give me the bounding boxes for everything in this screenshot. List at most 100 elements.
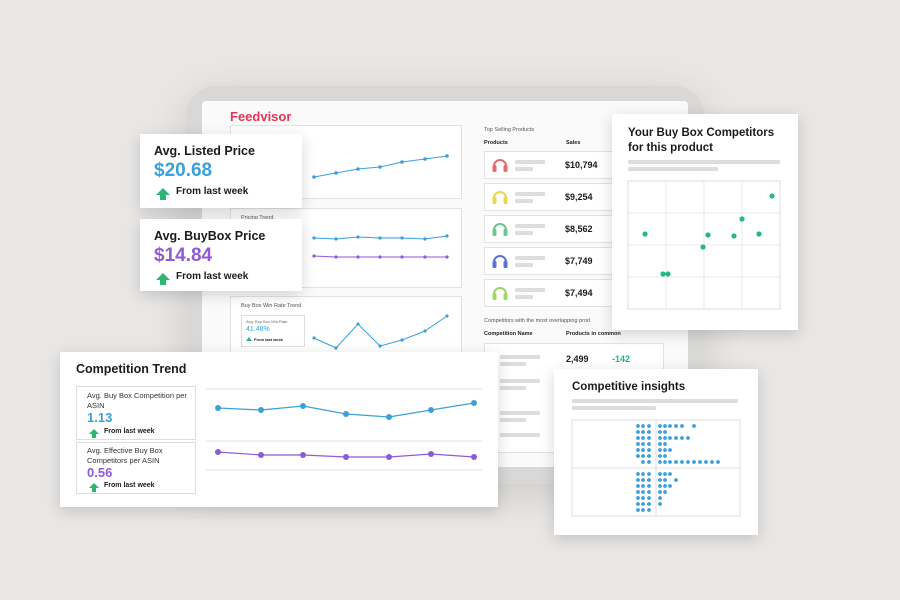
insight-dot [658,424,662,428]
col-sales: Sales [566,140,581,146]
competition-kpi-change: From last week [89,428,155,438]
listed-price-title: Avg. Listed Price [154,144,255,158]
insight-dot [641,496,645,500]
product-sales: $7,749 [565,256,593,266]
insight-dot [636,478,640,482]
listed-price-change: From last week [156,186,249,200]
insight-dot [636,442,640,446]
insight-dot [641,472,645,476]
placeholder-bar [515,199,533,203]
insight-dot [663,442,667,446]
product-sales: $8,562 [565,224,593,234]
insight-dot [663,472,667,476]
competition-kpi-label: Avg. Buy Box Competition per ASIN [87,391,187,410]
insight-dot [658,442,662,446]
insight-dot [647,430,651,434]
insight-dot [674,436,678,440]
insight-dot [636,430,640,434]
product-row[interactable]: $7,494 [484,279,616,307]
insight-dot [692,424,696,428]
insight-dot [663,484,667,488]
insight-dot [668,448,672,452]
insight-dot [668,484,672,488]
product-row[interactable]: $8,562 [484,215,616,243]
insight-dot [636,454,640,458]
mini-kpi-value: 41.48% [246,326,270,333]
listed-price-foot: From last week [176,186,249,197]
up-arrow-icon [89,429,99,438]
insight-dot [636,436,640,440]
insight-dot [686,436,690,440]
col-competition-name: Competition Name [484,331,533,337]
effective-kpi-change: From last week [89,482,155,492]
insight-dot [680,424,684,428]
buybox-trend-label: Buy Box Win Rate Trend [241,303,302,309]
insight-dot [636,424,640,428]
insight-dot [647,496,651,500]
product-sales: $9,254 [565,192,593,202]
placeholder-bar [500,411,540,415]
insight-dot [658,436,662,440]
insight-dot [663,490,667,494]
insight-dot [668,436,672,440]
effective-competitors-kpi-card: Avg. Effective Buy Box Competitors per A… [76,442,196,494]
mini-up-arrow-icon [246,337,252,341]
insight-dot [636,508,640,512]
insight-dot [663,454,667,458]
insight-dot [680,436,684,440]
mini-kpi-card: Avg. Buy Box Win Rate 41.48% From last w… [241,315,305,347]
insight-dot [641,454,645,458]
insight-dot [658,502,662,506]
placeholder-bar [572,399,738,403]
insight-dot [692,460,696,464]
insight-dot [658,460,662,464]
competitors-title: Competitors with the most overlapping pr… [484,318,591,324]
insight-dot [658,490,662,494]
placeholder-bar [500,433,540,437]
insight-dot [636,490,640,494]
insight-dot [663,448,667,452]
insight-dot [641,442,645,446]
placeholder-bar [500,355,540,359]
effective-kpi-label: Avg. Effective Buy Box Competitors per A… [87,446,163,465]
competition-kpi-value: 1.13 [87,410,113,425]
insight-dot [658,478,662,482]
headphones-blue-icon [492,255,508,268]
insight-dot [647,472,651,476]
insight-dot [647,478,651,482]
insight-dot [641,490,645,494]
insight-dot [641,508,645,512]
competition-trend-title: Competition Trend [76,362,187,376]
top-selling-title: Top Selling Products [484,127,535,133]
insight-dot [674,424,678,428]
insight-dot [647,454,651,458]
insight-dot [716,460,720,464]
competitor-delta: -142 [612,354,631,364]
insight-dot [663,436,667,440]
up-arrow-icon [156,273,170,285]
insight-dot [663,478,667,482]
listed-price-card: Avg. Listed Price $20.68 From last week [140,134,302,208]
up-arrow-icon [89,483,99,492]
product-row[interactable]: $9,254 [484,183,616,211]
insight-dot [647,484,651,488]
product-sales: $10,794 [565,160,598,170]
insight-dot [658,472,662,476]
product-row[interactable]: $7,749 [484,247,616,275]
product-row[interactable]: $10,794 [484,151,616,179]
feedvisor-logo: Feedvisor [230,109,292,124]
mini-kpi-label: Avg. Buy Box Win Rate [246,319,288,324]
placeholder-bar [515,160,545,164]
insight-dot [710,460,714,464]
insight-dot [658,484,662,488]
insight-dot [674,478,678,482]
effective-kpi-value: 0.56 [87,465,113,480]
competitor-count: 2,499 [566,354,589,364]
insight-dot [641,460,645,464]
col-products-in-common: Products in common [566,331,621,337]
placeholder-bar [500,386,526,390]
